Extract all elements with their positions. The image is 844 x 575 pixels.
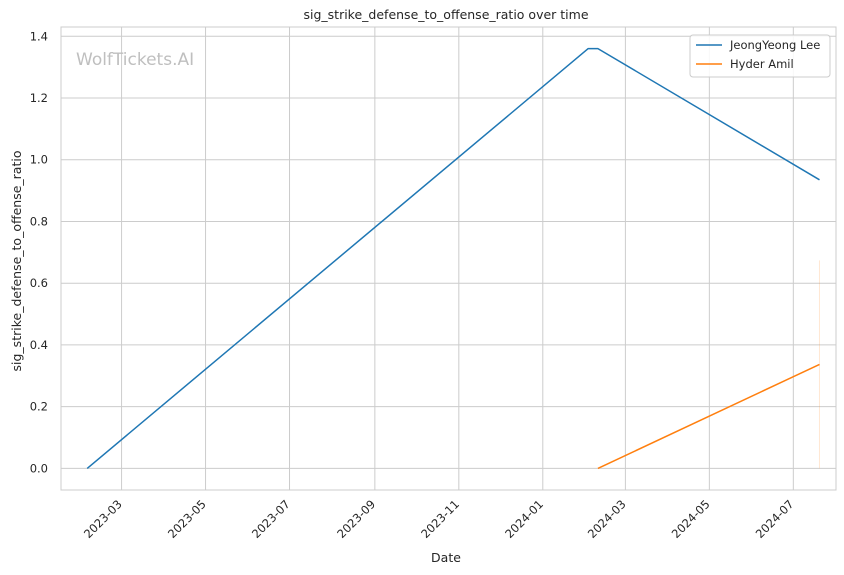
x-tick-label: 2023-11 [418,497,462,541]
y-tick-label: 0.6 [30,276,48,290]
y-tick-label: 0.2 [30,400,48,414]
x-tick-label: 2024-03 [585,497,629,541]
y-tick-label: 0.0 [30,461,48,475]
series-line [597,363,820,470]
series-lines [86,47,820,470]
x-tick-label: 2024-07 [753,497,797,541]
y-tick-label: 1.4 [30,29,48,43]
y-tick-label: 1.2 [30,91,48,105]
y-tick-label: 0.8 [30,214,48,228]
x-tick-label: 2023-07 [249,497,293,541]
x-axis-label: Date [431,550,461,565]
watermark: WolfTickets.AI [76,50,194,70]
x-axis: 2023-03 2023-05 2023-07 2023-09 2023-11 2024-… [81,497,797,541]
x-tick-label: 2023-09 [334,497,378,541]
y-tick-label: 1.0 [30,153,48,167]
legend-box [689,34,831,78]
legend-label: Hyder Amil [730,57,794,71]
plot-frame [60,26,837,491]
y-axis-label: sig_strike_defense_to_offense_ratio [9,151,24,372]
plot-area [61,27,836,490]
x-tick-label: 2023-03 [81,497,125,541]
x-tick-label: 2024-05 [669,497,713,541]
series-line [86,47,820,469]
legend-label: JeongYeong Lee [729,38,820,52]
y-tick-label: 0.4 [30,338,48,352]
x-tick-label: 2024-01 [502,497,546,541]
chart-title: sig_strike_defense_to_offense_ratio over… [303,7,588,22]
grid [61,27,836,490]
x-tick-label: 2023-05 [165,497,209,541]
legend: JeongYeong Lee Hyder Amil [689,34,831,78]
y-axis: 0.0 0.2 0.4 0.6 0.8 1.0 1.2 1.4 [30,29,48,475]
